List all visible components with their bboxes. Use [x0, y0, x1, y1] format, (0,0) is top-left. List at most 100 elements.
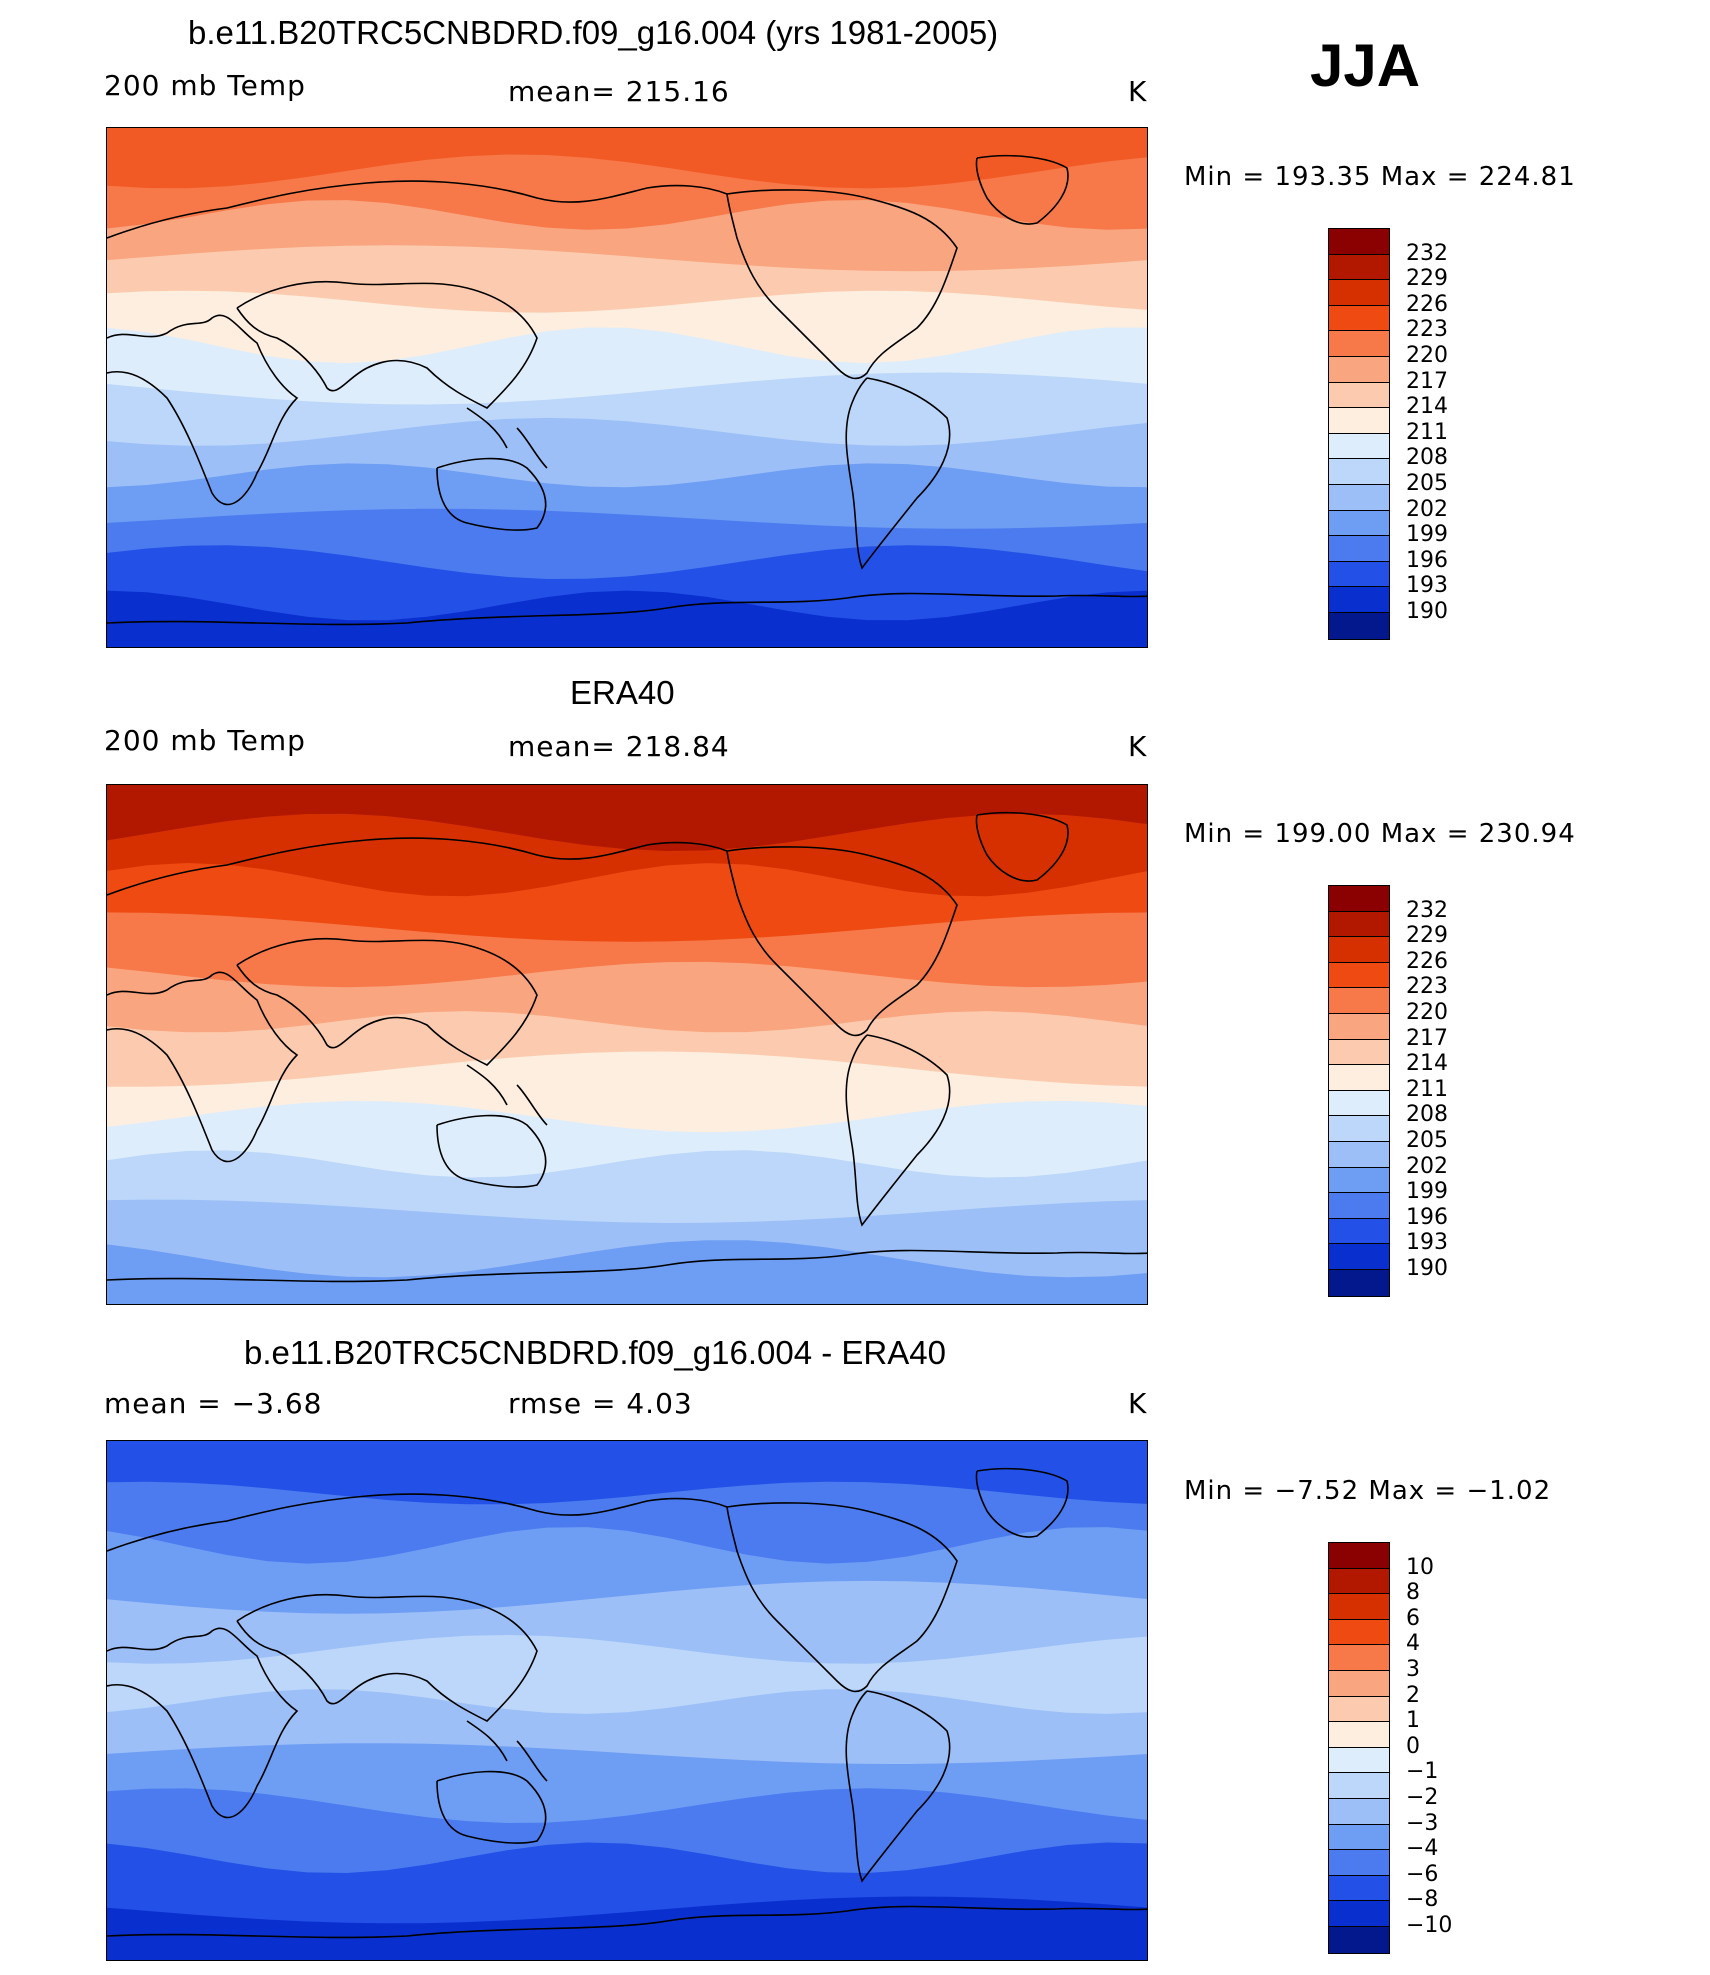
contour-band [107, 1240, 1147, 1304]
coastline [236, 280, 538, 409]
colorbar-tick-label: −3 [1406, 1810, 1439, 1836]
colorbar-box [1329, 1798, 1389, 1825]
colorbar-box [1329, 1773, 1389, 1799]
colorbar-box [1329, 587, 1389, 613]
colorbar-box [1329, 1244, 1389, 1270]
colorbar-tick-label: 226 [1406, 948, 1448, 974]
colorbar-box [1329, 1269, 1389, 1296]
colorbar-tick-label: 193 [1406, 573, 1448, 599]
colorbar-box [1329, 1645, 1389, 1671]
colorbar-tick-label: 232 [1406, 240, 1448, 266]
colorbar-box [1329, 1670, 1389, 1697]
colorbar-tick-label: 229 [1406, 266, 1448, 292]
colorbar-tick-label: −8 [1406, 1887, 1439, 1913]
colorbar-box [1329, 459, 1389, 485]
coastline [436, 1770, 547, 1844]
colorbar-tick-label: 199 [1406, 1179, 1448, 1205]
coastline [466, 407, 548, 469]
colorbar-box [1329, 1167, 1389, 1194]
panel3-mean-label: mean = −3.68 [104, 1387, 323, 1420]
colorbar-tick-label: 199 [1406, 522, 1448, 548]
colorbar-box [1329, 1747, 1389, 1774]
colorbar-tick-label: 202 [1406, 1153, 1448, 1179]
colorbar-box [1329, 254, 1389, 281]
colorbar-tick-label: 223 [1406, 317, 1448, 343]
colorbar-tick-label: 211 [1406, 419, 1448, 445]
panel3-map [106, 1440, 1148, 1961]
panel1-minmax: Min = 193.35 Max = 224.81 [1184, 162, 1576, 192]
panel2-minmax: Min = 199.00 Max = 230.94 [1184, 819, 1576, 849]
colorbar-box [1329, 382, 1389, 409]
colorbar-tick-label: 220 [1406, 343, 1448, 368]
colorbar-box [1329, 561, 1389, 588]
colorbar-box [1329, 536, 1389, 562]
colorbar-box [1329, 1594, 1389, 1620]
colorbar-tick-label: 232 [1406, 897, 1448, 923]
panel1-variable-label: 200 mb Temp [104, 69, 306, 102]
coastline [466, 1720, 548, 1782]
colorbar-tick-label: 205 [1406, 471, 1448, 496]
colorbar-tick-label: 196 [1406, 547, 1448, 573]
coastline [726, 189, 958, 380]
colorbar-box [1329, 1850, 1389, 1876]
panel3-minmax: Min = −7.52 Max = −1.02 [1184, 1476, 1552, 1506]
colorbar-box [1329, 1824, 1389, 1851]
coastline [107, 1905, 1147, 1939]
panel3-title: b.e11.B20TRC5CNBDRD.f09_g16.004 - ERA40 [244, 1334, 946, 1371]
colorbar-box [1329, 1875, 1389, 1902]
colorbar-box [1329, 1116, 1389, 1142]
colorbar-box [1329, 408, 1389, 434]
panel1-units-label: K [1128, 75, 1148, 108]
colorbar-box [1329, 962, 1389, 989]
colorbar-tick-label: 3 [1406, 1657, 1420, 1682]
colorbar-tick-label: −1 [1406, 1759, 1439, 1785]
colorbar-tick-label: 0 [1406, 1733, 1420, 1759]
colorbar-box [1329, 305, 1389, 332]
colorbar-box [1329, 229, 1389, 255]
panel1-title: b.e11.B20TRC5CNBDRD.f09_g16.004 (yrs 198… [188, 14, 999, 51]
panel3-units-label: K [1128, 1387, 1148, 1420]
colorbar-box [1329, 1090, 1389, 1117]
coastline [975, 811, 1069, 882]
colorbar-tick-label: 190 [1406, 1256, 1448, 1281]
panel1-map [106, 127, 1148, 648]
colorbar-box [1329, 1619, 1389, 1646]
colorbar-box [1329, 1039, 1389, 1066]
contour-band [107, 1896, 1147, 1960]
coastline [236, 937, 538, 1066]
colorbar-tick-label: 10 [1406, 1554, 1434, 1580]
colorbar-box [1329, 886, 1389, 912]
colorbar-box [1329, 988, 1389, 1014]
panel2-map [106, 784, 1148, 1305]
colorbar-box [1329, 1696, 1389, 1723]
colorbar-box [1329, 1901, 1389, 1927]
colorbar-box [1329, 1141, 1389, 1168]
colorbar-tick-label: 208 [1406, 445, 1448, 471]
colorbar-tick-label: 4 [1406, 1631, 1420, 1657]
colorbar-tick-label: 226 [1406, 291, 1448, 317]
map-svg [107, 1441, 1147, 1960]
colorbar-box [1329, 331, 1389, 357]
panel2-mean-label: mean= 218.84 [508, 730, 730, 763]
coastline [726, 846, 958, 1037]
panel2-colorbar [1328, 885, 1390, 1297]
season-label: JJA [1310, 32, 1421, 99]
coastline [975, 154, 1069, 225]
colorbar-tick-label: 229 [1406, 923, 1448, 949]
coastline [845, 377, 951, 570]
colorbar-box [1329, 1193, 1389, 1219]
colorbar-tick-label: 220 [1406, 1000, 1448, 1025]
colorbar-tick-label: −4 [1406, 1836, 1439, 1862]
colorbar-box [1329, 1568, 1389, 1595]
colorbar-tick-label: 214 [1406, 1051, 1448, 1077]
panel1-mean-label: mean= 215.16 [508, 75, 730, 108]
colorbar-tick-label: −10 [1406, 1913, 1453, 1938]
colorbar-tick-label: 2 [1406, 1682, 1420, 1708]
colorbar-tick-label: 217 [1406, 1025, 1448, 1051]
panel2-variable-label: 200 mb Temp [104, 724, 306, 757]
colorbar-tick-label: 6 [1406, 1605, 1420, 1631]
colorbar-tick-label: −2 [1406, 1785, 1439, 1810]
coastline [107, 1249, 1147, 1283]
panel1-colorbar [1328, 228, 1390, 640]
coastline [845, 1690, 951, 1883]
